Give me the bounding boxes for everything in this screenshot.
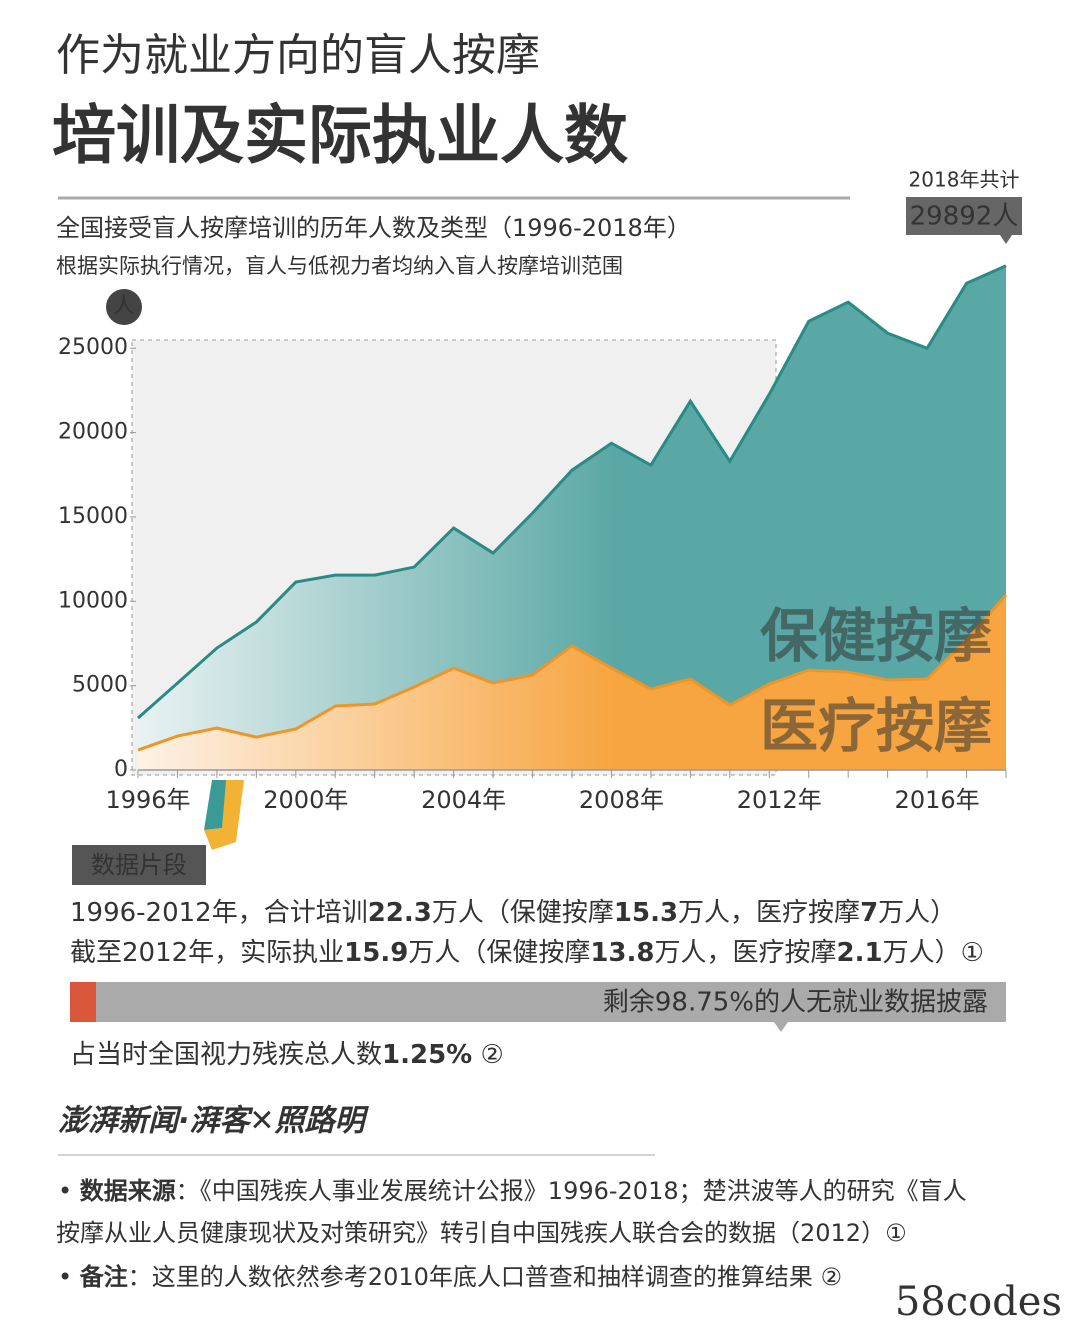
snippet-part: 1996-2012年，合计培训	[70, 898, 368, 928]
source-line: 按摩从业人员健康现状及对策研究》转引自中国残疾人联合会的数据（2012）①	[56, 1219, 907, 1247]
snippet-tag-box	[72, 845, 206, 885]
unit-badge	[106, 289, 142, 325]
source-line: • 数据来源：《中国残疾人事业发展统计公报》1996-2018；楚洪波等人的研究…	[58, 1177, 967, 1205]
share-bar	[70, 982, 96, 1022]
snippet-part: 万人（保健按摩	[408, 938, 590, 968]
y-tick-label: 0	[114, 757, 128, 782]
arrow-decor	[204, 780, 226, 830]
snippet-lines: 1996-2012年，合计培训22.3万人（保健按摩15.3万人，医疗按摩7万人…	[70, 898, 984, 968]
source-part: ：这里的人数依然参考2010年底人口普查和抽样调查的推算结果 ②	[128, 1263, 842, 1291]
source-part: 备注	[79, 1263, 128, 1291]
brand: 澎湃新闻·湃客✕照路明	[58, 1104, 370, 1139]
share-part: 1.25%	[382, 1040, 472, 1070]
x-tick-label: 2008年	[579, 786, 664, 814]
snippet-line: 截至2012年，实际执业15.9万人（保健按摩13.8万人，医疗按摩2.1万人）…	[70, 938, 984, 968]
x-tick-label: 2000年	[263, 786, 348, 814]
title-line1: 作为就业方向的盲人按摩	[56, 30, 540, 81]
snippet-part: 13.8	[590, 938, 654, 968]
area	[138, 595, 1006, 770]
x-tick-label: 2012年	[737, 786, 822, 814]
source-line: • 备注：这里的人数依然参考2010年底人口普查和抽样调查的推算结果 ②	[58, 1263, 842, 1291]
area	[138, 265, 1006, 751]
share-text: 占当时全国视力残疾总人数1.25% ②	[70, 1040, 504, 1070]
total-label: 2018年共计	[909, 168, 1020, 192]
snippet-part: 15.3	[614, 898, 678, 928]
snippet-part: 截至2012年，实际执业	[70, 938, 344, 968]
bullet: •	[58, 1177, 80, 1205]
total-pointer	[1000, 235, 1012, 244]
y-tick-label: 20000	[58, 420, 128, 445]
snippet-line: 1996-2012年，合计培训22.3万人（保健按摩15.3万人，医疗按摩7万人…	[70, 898, 956, 928]
bar-pointer	[774, 1022, 788, 1032]
plot: 0 5000 10000 15000 20000 25000 医疗按摩 保健按摩 1996年 20…	[58, 264, 1008, 814]
x-tick-label: 1996年	[105, 786, 190, 814]
snippet-part: 万人）	[878, 898, 956, 928]
x-tick-label: 2016年	[895, 786, 980, 814]
y-tick-label: 25000	[58, 335, 128, 360]
snippet-part: 万人，医疗按摩	[678, 898, 860, 928]
total-value: 29892人	[910, 202, 1019, 232]
series-label: 保健按摩	[760, 602, 992, 670]
source-part: 数据来源	[80, 1177, 176, 1205]
note: 根据实际执行情况，盲人与低视力者均纳入盲人按摩培训范围	[56, 254, 623, 278]
series-line	[137, 594, 1008, 752]
snippet-part: 22.3	[368, 898, 432, 928]
source-part: 按摩从业人员健康现状及对策研究》转引自中国残疾人联合会的数据（2012）①	[56, 1219, 907, 1247]
bullet: •	[58, 1263, 80, 1291]
y-tick-label: 15000	[58, 504, 128, 529]
sources: • 数据来源：《中国残疾人事业发展统计公报》1996-2018；楚洪波等人的研究…	[56, 1177, 967, 1291]
y-unit: 人	[113, 294, 135, 319]
share-part: 占当时全国视力残疾总人数	[70, 1040, 382, 1070]
series-label: 医疗按摩	[760, 692, 992, 760]
y-tick-label: 10000	[58, 588, 128, 613]
snippet-part: 万人（保健按摩	[432, 898, 614, 928]
series-line	[137, 264, 1007, 720]
snippet-part: 7	[860, 898, 878, 928]
snippet-part: 万人，医疗按摩	[655, 938, 837, 968]
y-tick-label: 5000	[72, 673, 128, 698]
source-part: ：《中国残疾人事业发展统计公报》1996-2018；楚洪波等人的研究《盲人	[176, 1177, 967, 1205]
remainder-text: 剩余98.75%的人无就业数据披露	[603, 988, 988, 1018]
snippet-tag: 数据片段	[91, 851, 187, 879]
subtitle: 全国接受盲人按摩培训的历年人数及类型（1996-2018年）	[56, 214, 691, 242]
snippet-part: 万人）①	[883, 938, 984, 968]
watermark: 58codes	[895, 1279, 1062, 1325]
total-box	[906, 197, 1022, 235]
snippet-part: 2.1	[837, 938, 883, 968]
x-tick-label: 2004年	[421, 786, 506, 814]
arrow-decor	[204, 780, 244, 850]
snippet-part: 15.9	[344, 938, 408, 968]
share-part: ②	[472, 1040, 504, 1070]
remainder-bar	[70, 982, 1006, 1022]
title-line2: 培训及实际执业人数	[52, 100, 628, 174]
